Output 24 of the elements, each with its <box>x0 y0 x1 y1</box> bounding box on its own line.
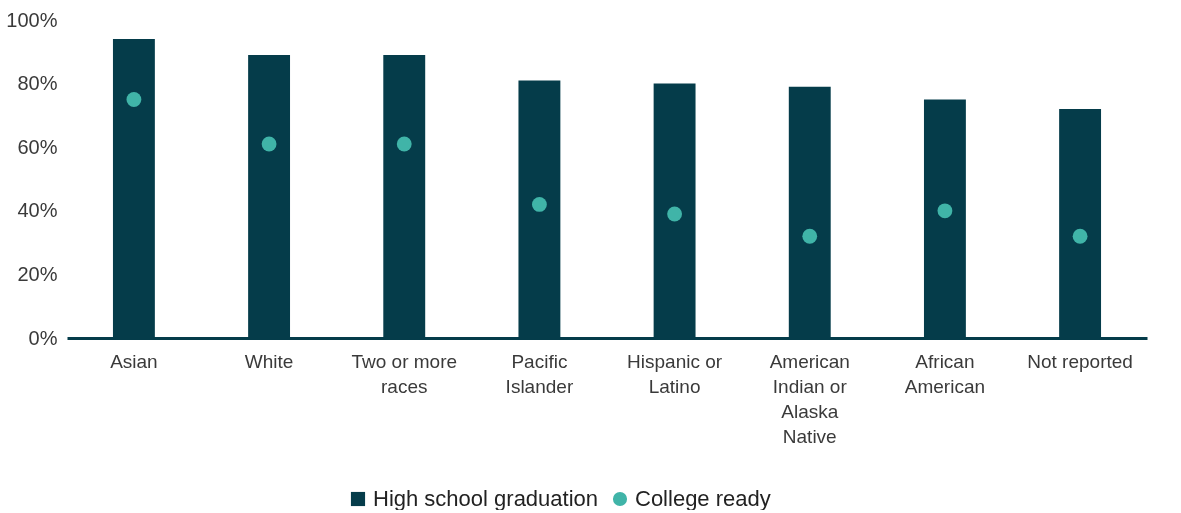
y-tick-label: 100% <box>6 8 58 31</box>
y-tick-label: 40% <box>17 199 58 222</box>
point <box>126 92 142 107</box>
x-tick-label: African American <box>904 350 986 397</box>
legend-label: College ready <box>635 486 771 511</box>
point <box>802 228 818 244</box>
point <box>532 197 547 212</box>
x-tick-label: Hispanic or Latino <box>627 350 723 397</box>
y-tick-label: 80% <box>17 72 58 95</box>
x-tick-label: White <box>244 350 294 372</box>
x-tick-label: Pacific Islander <box>505 350 574 397</box>
y-tick-label: 0% <box>28 326 58 349</box>
y-tick-label: 60% <box>17 135 58 158</box>
point <box>667 206 682 222</box>
legend-label: High school graduation <box>373 486 599 511</box>
x-tick-label: Asian <box>110 350 158 372</box>
x-tick-label: American Indian or Alaska Native <box>769 350 850 447</box>
point <box>937 203 953 219</box>
point <box>396 136 412 152</box>
x-tick-label: Not reported <box>1027 350 1133 372</box>
point <box>1072 228 1088 244</box>
y-tick-label: 20% <box>17 262 58 285</box>
x-tick-label: Two or more races <box>351 350 458 397</box>
point <box>261 136 277 152</box>
